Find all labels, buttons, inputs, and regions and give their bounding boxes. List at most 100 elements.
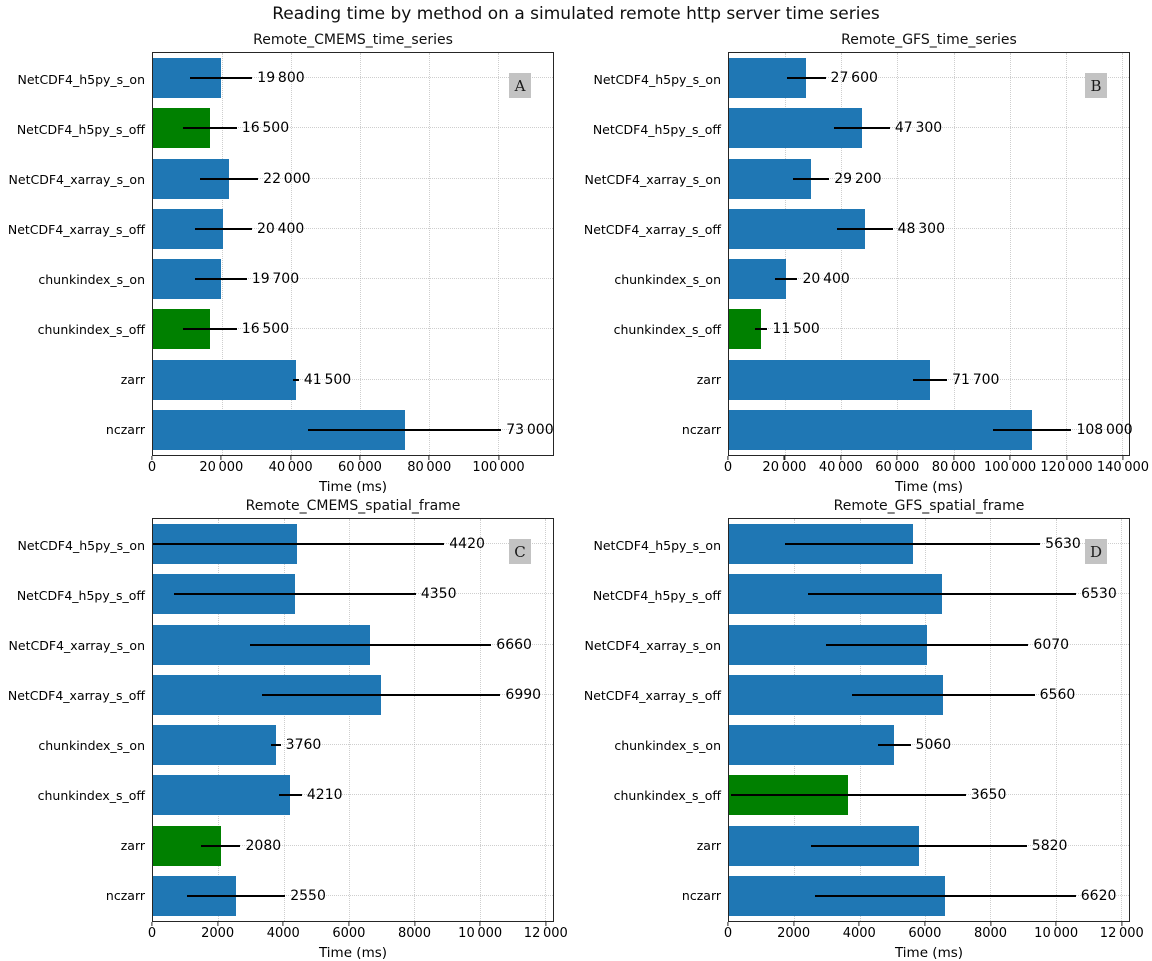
horizontal-gridline: [729, 127, 1129, 129]
vertical-gridline: [953, 53, 955, 455]
x-tick-label: 0: [147, 460, 157, 475]
x-tick-label: 10 000: [1034, 926, 1079, 941]
x-tick-label: 0: [723, 926, 733, 941]
x-axis-label: Time (ms): [318, 479, 388, 495]
error-bar: [293, 378, 299, 381]
error-bar: [808, 593, 1077, 596]
value-label: 6990: [505, 686, 542, 703]
subplot-title: Remote_GFS_spatial_frame: [833, 498, 1025, 514]
subplot-title: Remote_CMEMS_spatial_frame: [245, 498, 461, 514]
y-axis-labels: NetCDF4_h5py_s_on NetCDF4_h5py_s_off NetCD…: [0, 31, 152, 454]
x-tick-mark: [727, 922, 729, 926]
x-tick-label: 80 000: [931, 460, 976, 475]
x-tick-mark: [413, 922, 416, 926]
bar-chunkindex_s_on: [153, 725, 276, 765]
y-tick-label: nczarr: [105, 421, 145, 437]
x-tick-mark: [727, 456, 729, 460]
error-bar: [249, 643, 492, 646]
x-axis-ticks: 0 20 000 40 000 60 000 80 000 100 000 120 000 1…: [724, 456, 1149, 478]
x-tick-label: 20 000: [762, 460, 807, 475]
bar-nczarr: [729, 409, 1033, 450]
value-label: 20 400: [802, 271, 850, 288]
x-tick-label: 6000: [332, 926, 366, 941]
error-bar: [792, 177, 830, 180]
plot-wrap: Remote_CMEMS_time_series 19 800 16 500 22 0…: [148, 31, 554, 495]
subplot-B: NetCDF4_h5py_s_on NetCDF4_h5py_s_off NetCD…: [576, 28, 1152, 495]
horizontal-gridline: [729, 227, 1129, 229]
horizontal-gridline: [729, 744, 1129, 746]
error-bar: [201, 844, 241, 847]
vertical-gridline: [1120, 519, 1122, 921]
x-tick-label: 0: [723, 460, 733, 475]
x-tick-label: 20 000: [199, 460, 244, 475]
x-tick-mark: [151, 922, 153, 926]
value-label: 19 800: [257, 70, 305, 87]
x-tick-mark: [858, 922, 860, 926]
x-tick-label: 8000: [397, 926, 432, 941]
y-tick-label: chunkindex_s_on: [38, 271, 145, 287]
x-tick-label: 4000: [266, 926, 300, 941]
y-tick-label: NetCDF4_xarray_s_on: [8, 172, 145, 188]
vertical-gridline: [218, 519, 220, 921]
x-tick-mark: [924, 922, 926, 926]
horizontal-gridline: [729, 177, 1129, 179]
value-label: 3650: [970, 787, 1007, 804]
vertical-gridline: [414, 519, 416, 921]
y-tick-label: nczarr: [681, 887, 721, 903]
subplot-D: NetCDF4_h5py_s_on NetCDF4_h5py_s_off NetCD…: [576, 494, 1152, 961]
plot-wrap: Remote_CMEMS_spatial_frame 4420 4350 6660 69…: [148, 497, 568, 961]
x-tick-label: 80 000: [407, 460, 452, 475]
y-tick-label: NetCDF4_h5py_s_off: [592, 588, 721, 604]
vertical-gridline: [924, 519, 926, 921]
value-label: 4210: [306, 787, 343, 804]
y-tick-label: NetCDF4_xarray_s_off: [583, 222, 721, 238]
horizontal-gridline: [153, 77, 553, 79]
error-bar: [183, 127, 237, 130]
vertical-gridline: [348, 519, 350, 921]
value-label: 22 000: [263, 170, 311, 187]
vertical-gridline: [497, 53, 499, 455]
x-tick-label: 100 000: [472, 460, 525, 475]
y-axis-labels: NetCDF4_h5py_s_on NetCDF4_h5py_s_off NetCD…: [576, 31, 728, 454]
y-tick-label: zarr: [120, 837, 145, 853]
horizontal-gridline: [153, 227, 553, 229]
value-label: 2080: [245, 837, 282, 854]
vertical-gridline: [290, 53, 292, 455]
error-bar: [785, 543, 1041, 546]
vertical-gridline: [841, 53, 843, 455]
error-bar: [262, 693, 501, 696]
value-label: 73 000: [506, 421, 554, 438]
vertical-gridline: [1055, 519, 1057, 921]
error-bar: [992, 428, 1072, 431]
x-tick-mark: [793, 922, 795, 926]
error-bar: [190, 77, 253, 80]
x-tick-mark: [1009, 456, 1011, 460]
y-tick-label: NetCDF4_xarray_s_off: [7, 688, 145, 704]
charts-grid: NetCDF4_h5py_s_on NetCDF4_h5py_s_off NetCD…: [0, 28, 1152, 961]
vertical-gridline: [1009, 53, 1011, 455]
y-tick-label: NetCDF4_h5py_s_on: [593, 538, 721, 554]
y-tick-label: zarr: [696, 371, 721, 387]
x-tick-label: 2000: [201, 926, 235, 941]
value-label: 20 400: [256, 220, 305, 237]
value-label: 2550: [290, 887, 326, 904]
error-bar: [183, 328, 237, 331]
x-tick-mark: [151, 456, 153, 460]
vertical-gridline: [859, 519, 861, 921]
value-label: 16 500: [241, 321, 290, 338]
bar-chunkindex_s_on: [729, 725, 895, 765]
subplot-body: NetCDF4_h5py_s_on NetCDF4_h5py_s_off NetCD…: [576, 31, 1152, 495]
panel-letter-D: D: [1085, 539, 1107, 564]
plot-area: 27 600 47 300 29 200 48 300 20 400 11 500 71 7…: [728, 52, 1133, 456]
y-tick-label: nczarr: [105, 887, 145, 903]
y-tick-label: NetCDF4_xarray_s_off: [583, 688, 721, 704]
x-tick-label: 100 000: [983, 460, 1037, 475]
error-bar: [187, 894, 286, 897]
figure-title: Reading time by method on a simulated re…: [272, 4, 880, 24]
vertical-gridline: [1121, 53, 1123, 455]
horizontal-gridline: [153, 177, 553, 179]
plot-area: 19 800 16 500 22 000 20 400 19 700 16 500 41 5…: [152, 52, 554, 456]
value-label: 29 200: [834, 170, 882, 187]
x-tick-label: 0: [147, 926, 157, 941]
